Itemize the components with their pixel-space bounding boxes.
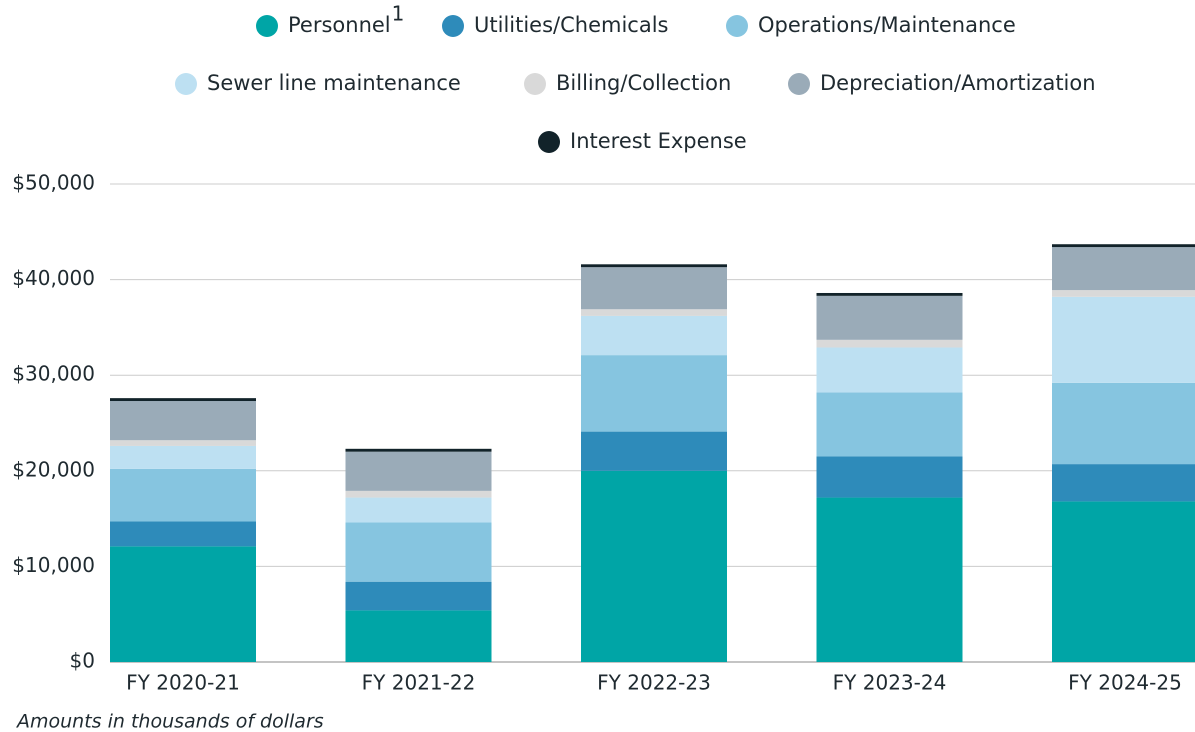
legend-footnote: 1 [392,2,405,26]
legend-swatch [175,73,197,95]
bar-segment [345,490,492,498]
bar-segment [581,267,727,310]
legend-label: Depreciation/Amortization [820,71,1096,95]
bar-segment [110,546,256,662]
legend-swatch [442,15,464,37]
y-tick-label: $0 [70,649,95,673]
bar-segment [581,431,727,471]
y-tick-label: $40,000 [12,266,95,290]
bar-segment [1052,382,1195,465]
x-tick-label: FY 2021-22 [362,671,476,695]
bar-segment [1052,247,1195,291]
bar-segment [816,456,963,498]
y-tick-label: $30,000 [12,362,95,386]
legend-swatch [788,73,810,95]
bar-segment [345,610,492,662]
bar-segment [345,581,492,611]
bar-segment [581,264,727,268]
bar-segment [110,445,256,469]
bar-segment [1052,464,1195,502]
bar-segment [816,392,963,457]
bar-segment [816,295,963,340]
x-tick-label: FY 2022-23 [597,671,711,695]
bar-segment [345,448,492,452]
legend-label: Personnel [288,13,391,37]
legend-swatch [256,15,278,37]
legend-label: Billing/Collection [556,71,731,95]
bar-segment [345,522,492,582]
y-tick-label: $20,000 [12,457,95,481]
bar-segment [345,497,492,523]
legend-swatch [524,73,546,95]
legend-label: Utilities/Chemicals [474,13,669,37]
bar-segment [1052,296,1195,383]
y-tick-label: $50,000 [12,171,95,195]
legend-swatch [538,131,560,153]
bar-segment [816,292,963,296]
bar-segment [581,355,727,432]
bar-segment [816,497,963,662]
bar-segment [1052,290,1195,297]
y-tick-label: $10,000 [12,553,95,577]
bar-segment [110,440,256,446]
bar-segment [816,347,963,393]
bar-segment [110,468,256,522]
legend-label: Interest Expense [570,129,747,153]
legend-label: Operations/Maintenance [758,13,1016,37]
x-tick-label: FY 2020-21 [126,671,240,695]
x-tick-label: FY 2023-24 [833,671,947,695]
bar-segment [110,521,256,547]
x-tick-label: FY 2024-25 [1068,671,1182,695]
chart-note: Amounts in thousands of dollars [15,711,324,732]
bar-segment [581,470,727,662]
bar-segment [816,339,963,348]
legend-swatch [726,15,748,37]
bar-segment [1052,244,1195,248]
bar-segment [110,401,256,441]
bar-segment [581,315,727,356]
bar-segment [345,451,492,491]
bar-segment [581,309,727,316]
legend-label: Sewer line maintenance [207,71,461,95]
bar-segment [110,398,256,402]
bar-segment [1052,501,1195,662]
